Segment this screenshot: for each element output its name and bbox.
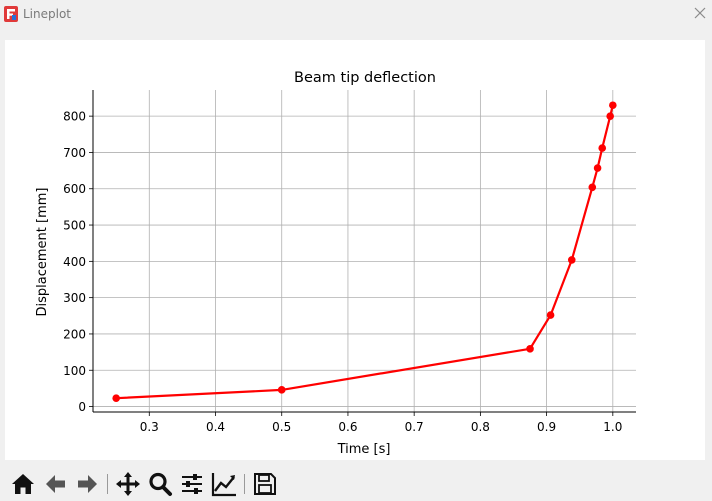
y-axis-ticks: 0 100 200 300 400 500 600 700 800 xyxy=(63,110,93,414)
y-tick-label: 500 xyxy=(63,219,86,233)
data-point xyxy=(588,183,597,192)
configure-subplots-icon xyxy=(182,474,202,494)
data-point xyxy=(546,311,555,319)
window-title: Lineplot xyxy=(23,7,72,21)
y-tick-label: 100 xyxy=(63,364,86,378)
y-tick-label: 800 xyxy=(63,110,86,124)
figure-canvas[interactable]: 0.3 0.4 0.5 0.6 0.7 0.8 0.9 1.0 0 100 200 300 400 50… xyxy=(5,40,705,460)
zoom-icon xyxy=(149,472,172,496)
data-point xyxy=(112,394,120,403)
save-icon xyxy=(254,473,276,495)
data-point xyxy=(598,144,607,152)
save-button[interactable] xyxy=(252,471,278,497)
x-tick-label: 0.6 xyxy=(338,420,357,434)
edit-axis-button[interactable] xyxy=(211,471,237,497)
pan-button[interactable] xyxy=(115,471,141,497)
y-tick-label: 700 xyxy=(63,146,86,160)
title-bar: Lineplot xyxy=(0,0,712,30)
navigation-toolbar xyxy=(0,464,712,497)
x-tick-label: 0.5 xyxy=(272,420,291,434)
app-logo-icon xyxy=(4,6,18,22)
y-tick-label: 200 xyxy=(63,327,86,341)
grid-lines xyxy=(93,90,636,412)
toolbar-separator xyxy=(107,474,108,494)
x-tick-label: 1.0 xyxy=(603,420,622,434)
home-button[interactable] xyxy=(10,471,36,497)
data-point xyxy=(567,256,576,264)
data-point xyxy=(526,345,534,353)
forward-button[interactable] xyxy=(74,471,100,497)
x-tick-label: 0.8 xyxy=(471,420,490,434)
configure-subplots-button[interactable] xyxy=(179,471,205,497)
y-axis-label: Displacement [mm] xyxy=(35,188,50,317)
pan-icon xyxy=(116,472,140,496)
data-point xyxy=(277,386,286,394)
data-point xyxy=(606,112,614,120)
close-icon xyxy=(694,7,706,19)
y-tick-label: 300 xyxy=(63,291,86,305)
series-line xyxy=(116,104,614,400)
forward-arrow-icon xyxy=(78,475,97,493)
y-tick-label: 400 xyxy=(63,255,86,269)
y-tick-label: 0 xyxy=(78,400,86,414)
line-chart: 0.3 0.4 0.5 0.6 0.7 0.8 0.9 1.0 0 100 200 300 400 50… xyxy=(35,70,636,457)
x-tick-label: 0.7 xyxy=(405,420,424,434)
toolbar-separator xyxy=(244,474,245,494)
home-icon xyxy=(12,474,34,494)
x-axis-label: Time [s] xyxy=(337,442,391,457)
data-point xyxy=(609,101,617,110)
chart-title: Beam tip deflection xyxy=(294,70,436,86)
close-button[interactable] xyxy=(690,3,710,23)
series-layer xyxy=(112,101,617,403)
edit-axis-icon xyxy=(211,473,236,497)
x-axis-ticks: 0.3 0.4 0.5 0.6 0.7 0.8 0.9 1.0 xyxy=(140,412,622,434)
back-button[interactable] xyxy=(43,471,69,497)
back-arrow-icon xyxy=(46,475,65,493)
x-tick-label: 0.9 xyxy=(537,420,556,434)
x-tick-label: 0.3 xyxy=(140,420,159,434)
y-tick-label: 600 xyxy=(63,182,86,196)
x-tick-label: 0.4 xyxy=(206,420,225,434)
zoom-button[interactable] xyxy=(147,471,173,497)
data-point xyxy=(593,164,602,172)
